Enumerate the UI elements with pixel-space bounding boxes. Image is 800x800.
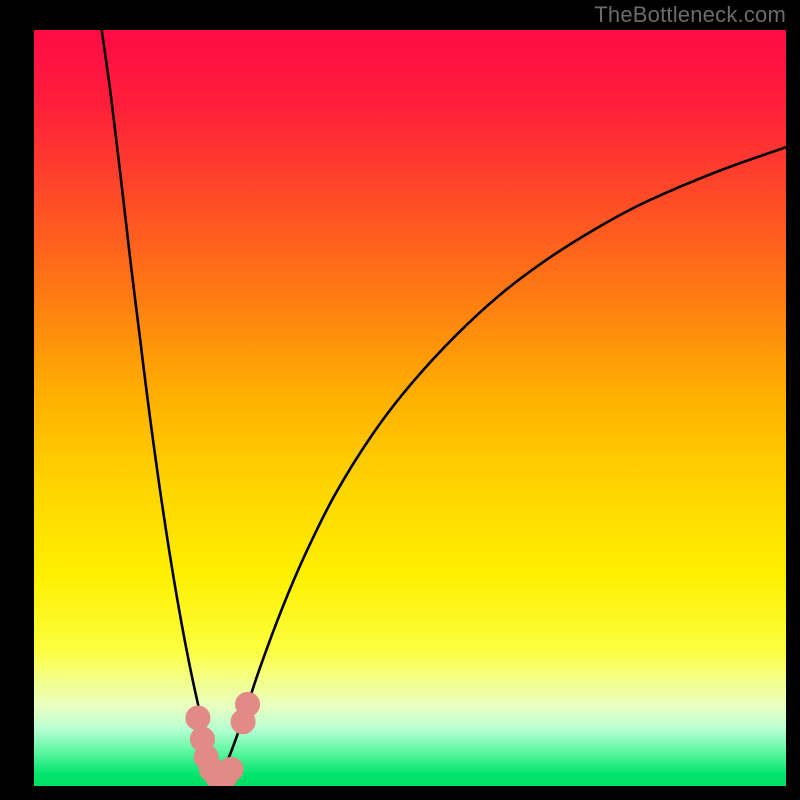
data-marker xyxy=(219,757,243,781)
data-marker xyxy=(236,692,260,716)
watermark-text: TheBottleneck.com xyxy=(594,2,786,28)
v-curve-left xyxy=(102,30,219,778)
curves-layer xyxy=(34,30,786,786)
data-marker xyxy=(186,706,210,730)
data-markers xyxy=(186,692,260,786)
plot-area xyxy=(34,30,786,786)
chart-frame: TheBottleneck.com xyxy=(0,0,800,800)
v-curve-right xyxy=(218,147,786,778)
